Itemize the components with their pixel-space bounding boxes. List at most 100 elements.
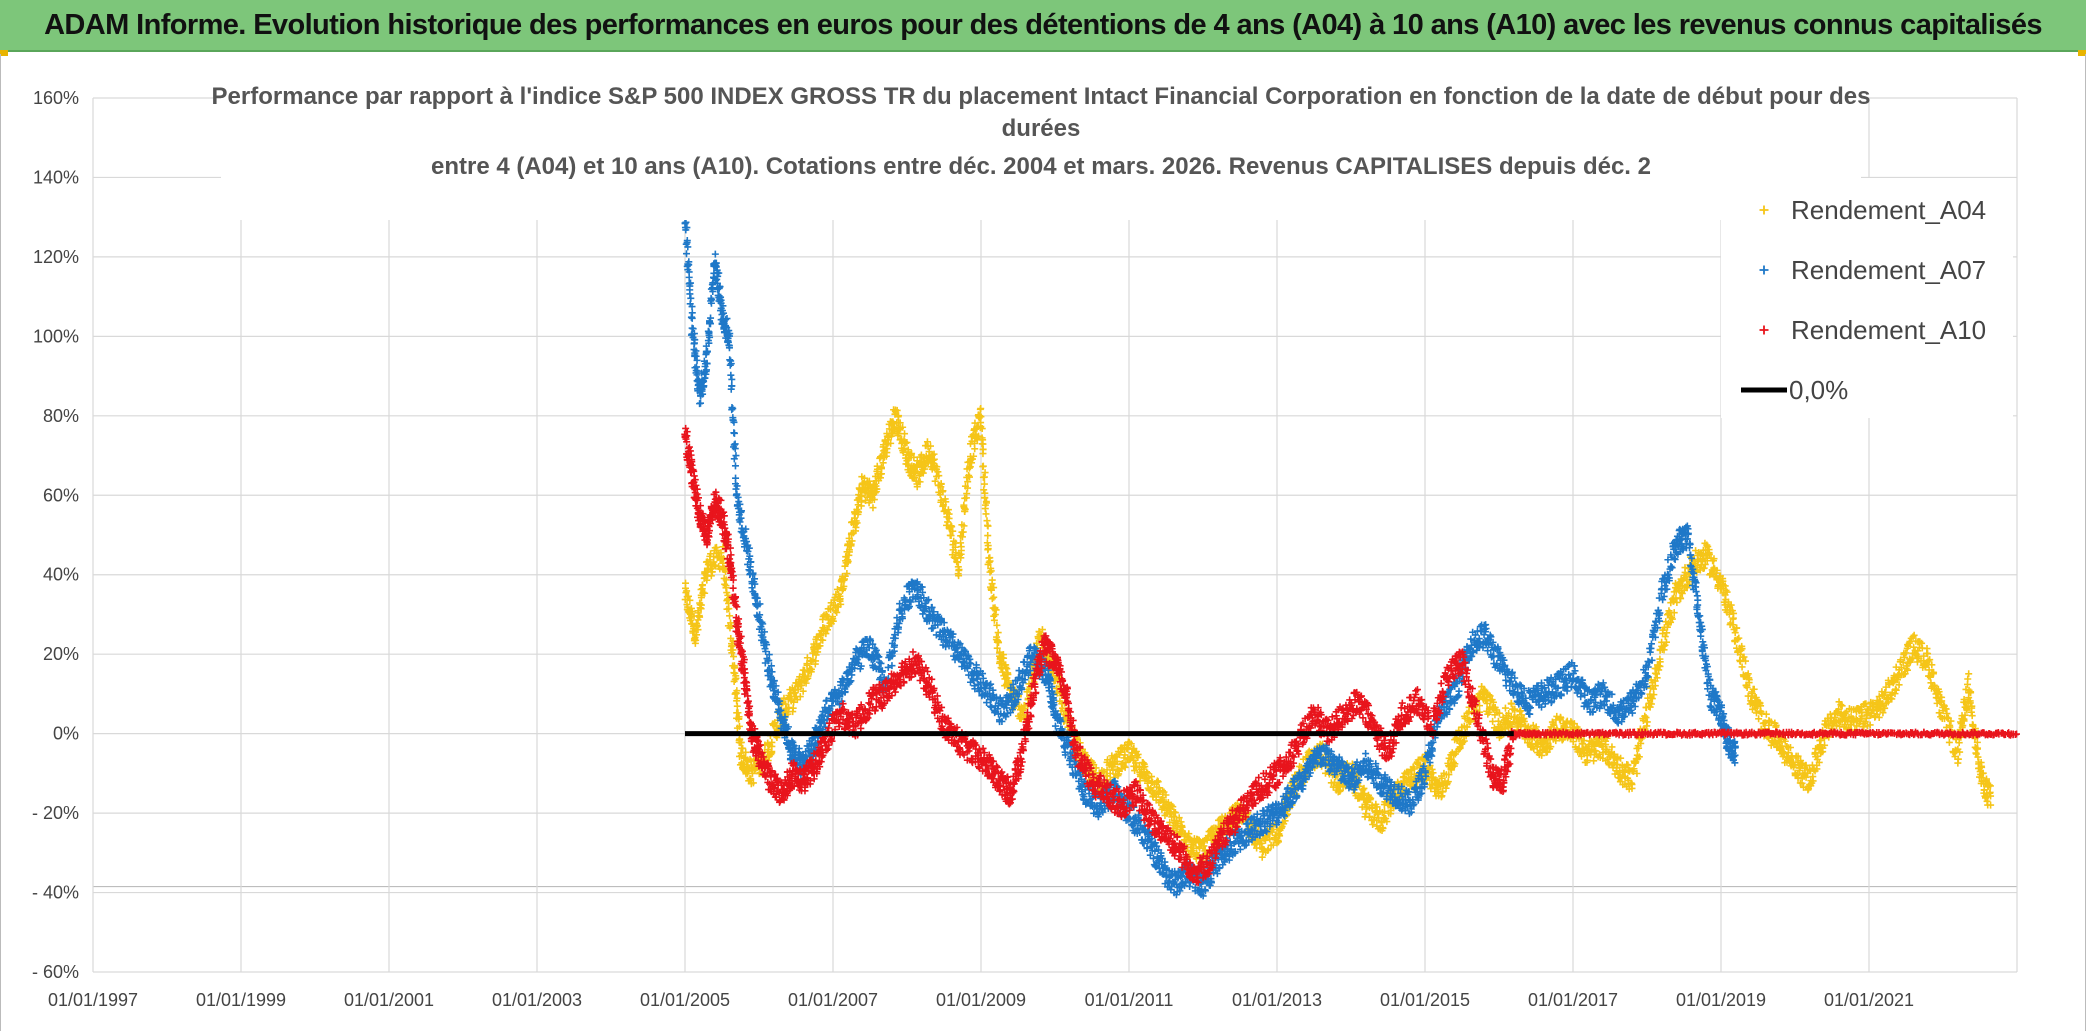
data-point — [937, 496, 945, 504]
data-point — [733, 490, 741, 498]
data-point — [964, 478, 972, 486]
data-point — [1000, 654, 1008, 662]
data-point — [729, 405, 737, 413]
data-point — [847, 542, 855, 550]
data-point — [1103, 766, 1111, 774]
y-tick-label: - 60% — [32, 962, 79, 982]
data-point — [789, 704, 797, 712]
data-point — [829, 615, 837, 623]
data-point — [961, 505, 969, 513]
data-point — [988, 595, 996, 603]
data-point — [739, 744, 747, 752]
report-banner: ADAM Informe. Evolution historique des p… — [0, 0, 2086, 52]
data-point — [965, 464, 973, 472]
data-point — [701, 589, 709, 597]
series-layer — [681, 207, 2020, 900]
data-point — [708, 568, 716, 576]
data-point — [726, 612, 734, 620]
data-point — [870, 496, 878, 504]
data-point — [1175, 814, 1183, 822]
data-point — [1196, 844, 1204, 852]
data-point — [1400, 773, 1408, 781]
data-point — [1141, 763, 1149, 771]
x-tick-label: 01/01/2001 — [344, 990, 434, 1010]
data-point — [903, 439, 911, 447]
data-point — [1154, 778, 1162, 786]
report-banner-title: ADAM Informe. Evolution historique des p… — [44, 8, 2042, 41]
data-point — [1367, 794, 1375, 802]
data-point — [1182, 838, 1190, 846]
data-point — [895, 412, 903, 420]
data-point — [995, 639, 1003, 647]
data-point — [694, 609, 702, 617]
corner-marker-left — [0, 50, 8, 56]
data-point — [937, 480, 945, 488]
data-point — [916, 478, 924, 486]
data-point — [973, 675, 981, 683]
data-point — [1428, 765, 1436, 773]
x-tick-label: 01/01/2005 — [640, 990, 730, 1010]
data-point — [984, 522, 992, 530]
data-point — [900, 444, 908, 452]
data-point — [796, 693, 804, 701]
data-point — [816, 630, 824, 638]
data-point — [722, 568, 730, 576]
data-point — [1945, 738, 1953, 746]
data-point — [1004, 670, 1012, 678]
series-rendement-a04 — [681, 405, 1995, 867]
data-point — [872, 488, 880, 496]
data-point — [1269, 841, 1277, 849]
data-point — [697, 601, 705, 609]
data-point — [929, 456, 937, 464]
x-tick-label: 01/01/2009 — [936, 990, 1026, 1010]
y-tick-label: 80% — [43, 406, 79, 426]
x-tick-label: 01/01/2013 — [1232, 990, 1322, 1010]
data-point — [812, 657, 820, 665]
data-point — [729, 646, 737, 654]
data-point — [728, 642, 736, 650]
data-point — [1429, 769, 1437, 777]
data-point — [855, 508, 863, 516]
data-point — [891, 423, 899, 431]
data-point — [1185, 830, 1193, 838]
data-point — [958, 533, 966, 541]
data-point — [913, 483, 921, 491]
data-point — [908, 450, 916, 458]
data-point — [899, 423, 907, 431]
data-point — [940, 507, 948, 515]
data-point — [1005, 679, 1013, 687]
data-point — [1038, 626, 1046, 634]
data-point — [873, 462, 881, 470]
data-point — [727, 371, 735, 379]
data-point — [721, 580, 729, 588]
grid-layer — [92, 97, 2018, 973]
data-point — [979, 462, 987, 470]
data-point — [980, 480, 988, 488]
performance-scatter-chart: 160%140%120%100%80%60%40%20%0%- 20%- 40%… — [32, 78, 2020, 1010]
data-point — [1336, 786, 1344, 794]
data-point — [1159, 787, 1167, 795]
data-point — [947, 532, 955, 540]
data-point — [687, 313, 695, 321]
data-point — [978, 425, 986, 433]
data-point — [1361, 790, 1369, 798]
data-point — [927, 442, 935, 450]
data-point — [955, 567, 963, 575]
data-point — [1121, 751, 1129, 759]
data-point — [976, 405, 984, 413]
data-point — [1147, 773, 1155, 781]
data-point — [1414, 756, 1422, 764]
data-point — [731, 462, 739, 470]
data-point — [686, 596, 694, 604]
data-point — [979, 445, 987, 453]
data-point — [725, 605, 733, 613]
corner-marker-right — [2078, 50, 2086, 56]
data-point — [876, 474, 884, 482]
data-point — [994, 629, 1002, 637]
data-point — [964, 484, 972, 492]
data-point — [950, 553, 958, 561]
data-point — [931, 477, 939, 485]
data-point — [1002, 663, 1010, 671]
data-point — [735, 722, 743, 730]
data-point — [954, 558, 962, 566]
